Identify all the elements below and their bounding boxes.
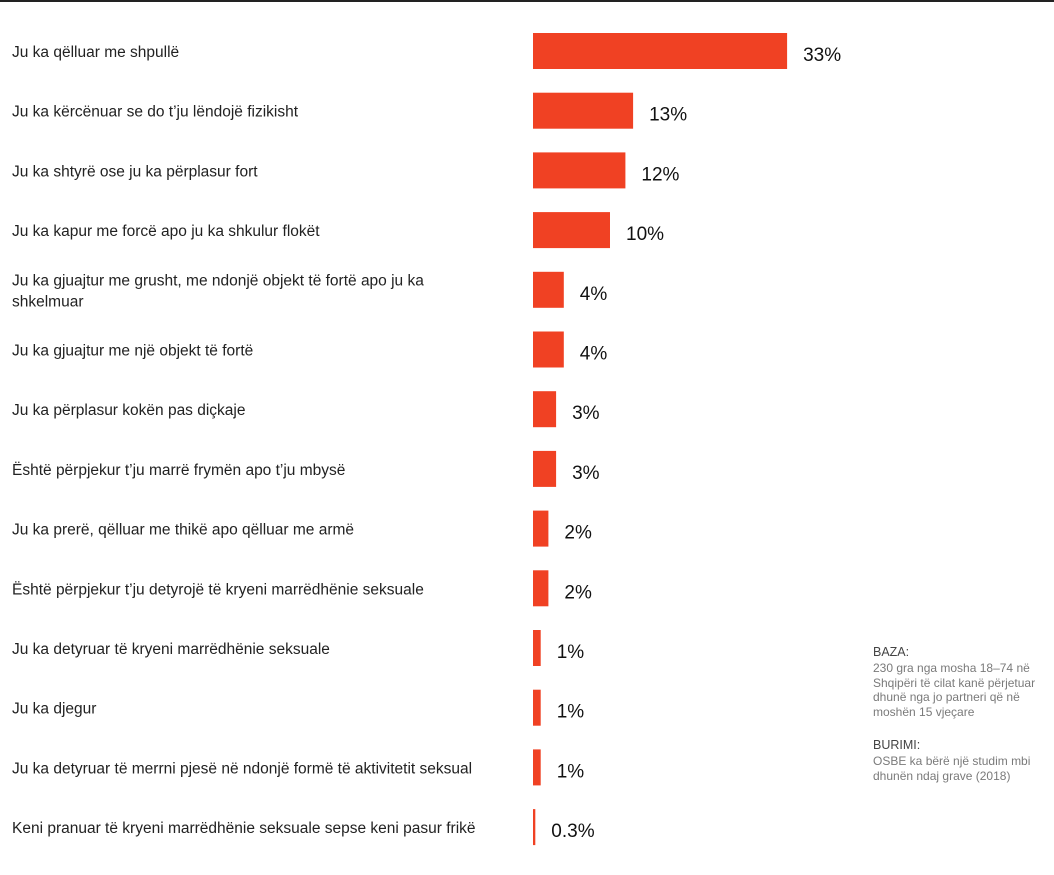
bar xyxy=(533,630,541,666)
value-label: 2% xyxy=(564,582,592,603)
value-label: 12% xyxy=(641,164,679,185)
value-label: 33% xyxy=(803,45,841,66)
value-label: 3% xyxy=(572,403,600,424)
category-label: Ju ka përplasur kokën pas diçkaje xyxy=(12,402,246,419)
bar xyxy=(533,570,549,607)
category-label: Ju ka shtyrë ose ju ka përplasur fort xyxy=(12,163,258,180)
value-label: 0.3% xyxy=(551,821,594,842)
value-label: 2% xyxy=(564,523,592,544)
base-note: BAZA: 230 gra nga mosha 18–74 në Shqipër… xyxy=(873,645,1054,719)
value-label: 10% xyxy=(626,224,664,245)
category-label: Keni pranuar të kryeni marrëdhënie seksu… xyxy=(12,820,476,837)
bar xyxy=(533,331,564,368)
value-label: 13% xyxy=(649,105,687,126)
value-label: 4% xyxy=(580,284,608,305)
bar xyxy=(533,92,634,129)
category-label: Ju ka gjuajtur me një objekt të fortë xyxy=(12,343,253,360)
value-label: 1% xyxy=(557,761,585,782)
category-label: Ju ka prerë, qëlluar me thikë apo qëllua… xyxy=(12,522,354,539)
bar xyxy=(533,152,626,189)
bar xyxy=(533,391,557,428)
bar xyxy=(533,271,564,308)
source-heading: BURIMI: xyxy=(873,738,921,752)
top-rule xyxy=(0,0,1054,2)
source-text: OSBE ka bërë një studim mbi dhunën ndaj … xyxy=(873,754,1031,783)
category-label: Ju ka detyruar të merrni pjesë në ndonjë… xyxy=(12,760,472,777)
value-label: 3% xyxy=(572,463,600,484)
category-label: Ju ka detyruar të kryeni marrëdhënie sek… xyxy=(12,641,330,658)
category-label: Është përpjekur t’ju marrë frymën apo t’… xyxy=(12,462,345,479)
category-label: Ju ka qëlluar me shpullë xyxy=(12,44,179,61)
value-label: 1% xyxy=(557,642,585,663)
bar xyxy=(533,749,541,786)
source-note: BURIMI: OSBE ka bërë një studim mbi dhun… xyxy=(873,738,1054,783)
category-label: Ju ka gjuajtur me grusht, me ndonjë obje… xyxy=(12,272,424,310)
value-label: 4% xyxy=(580,344,608,365)
category-label: Është përpjekur t’ju detyrojë të kryeni … xyxy=(12,581,424,598)
bar xyxy=(533,809,536,846)
value-label: 1% xyxy=(557,702,585,723)
bar xyxy=(533,212,610,249)
base-text: 230 gra nga mosha 18–74 në Shqipëri të c… xyxy=(873,661,1036,719)
bar xyxy=(533,33,788,69)
bar xyxy=(533,689,541,726)
category-label: Ju ka kërcënuar se do t’ju lëndojë fizik… xyxy=(12,104,299,121)
bar xyxy=(533,450,557,487)
category-label: Ju ka djegur xyxy=(12,701,96,718)
base-heading: BAZA: xyxy=(873,645,910,659)
category-label: Ju ka kapur me forcë apo ju ka shkulur f… xyxy=(12,223,320,240)
bar xyxy=(533,510,549,547)
